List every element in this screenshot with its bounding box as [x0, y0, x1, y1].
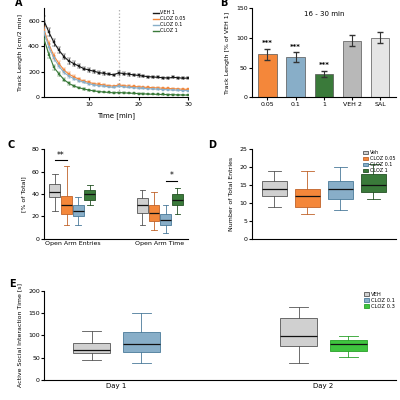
Bar	[343, 41, 361, 98]
Y-axis label: Track Length [cm/2 min]: Track Length [cm/2 min]	[18, 14, 22, 91]
PathPatch shape	[123, 332, 160, 352]
PathPatch shape	[73, 205, 84, 216]
PathPatch shape	[280, 318, 317, 346]
Y-axis label: [% of Total]: [% of Total]	[22, 176, 26, 212]
Text: *: *	[170, 171, 174, 180]
PathPatch shape	[50, 184, 60, 197]
PathPatch shape	[149, 205, 160, 221]
Text: A: A	[15, 0, 23, 8]
Text: ***: ***	[318, 62, 329, 68]
PathPatch shape	[137, 198, 148, 213]
Bar	[371, 38, 390, 98]
PathPatch shape	[330, 340, 367, 351]
PathPatch shape	[262, 182, 287, 196]
Text: ***: ***	[290, 44, 301, 50]
Y-axis label: Track Length [% of VEH 1]: Track Length [% of VEH 1]	[225, 12, 230, 94]
Text: B: B	[220, 0, 227, 8]
Text: D: D	[208, 140, 216, 150]
Bar	[286, 57, 305, 98]
PathPatch shape	[328, 182, 353, 199]
Y-axis label: Number of Total Entries: Number of Total Entries	[229, 157, 234, 231]
PathPatch shape	[61, 196, 72, 214]
Legend: Veh, CLOZ 0.05, CLOZ 0.1, CLOZ 1: Veh, CLOZ 0.05, CLOZ 0.1, CLOZ 1	[363, 150, 395, 173]
PathPatch shape	[361, 174, 386, 192]
PathPatch shape	[84, 190, 95, 200]
Bar	[258, 54, 277, 98]
Legend: VEH, CLOZ 0.1, CLOZ 0.3: VEH, CLOZ 0.1, CLOZ 0.3	[364, 292, 395, 309]
X-axis label: Time [min]: Time [min]	[97, 112, 135, 119]
Text: 16 - 30 min: 16 - 30 min	[304, 11, 344, 17]
Bar	[315, 74, 333, 98]
Text: C: C	[8, 140, 15, 150]
Text: E: E	[9, 279, 16, 289]
Legend: VEH 1, CLOZ 0.05, CLOZ 0.1, CLOZ 1: VEH 1, CLOZ 0.05, CLOZ 0.1, CLOZ 1	[153, 10, 186, 33]
PathPatch shape	[160, 214, 171, 225]
PathPatch shape	[294, 189, 320, 206]
Y-axis label: Active Social Interaction Time [s]: Active Social Interaction Time [s]	[18, 283, 22, 387]
PathPatch shape	[172, 194, 183, 205]
Text: ***: ***	[262, 40, 273, 46]
Text: **: **	[57, 151, 64, 160]
PathPatch shape	[73, 343, 110, 353]
